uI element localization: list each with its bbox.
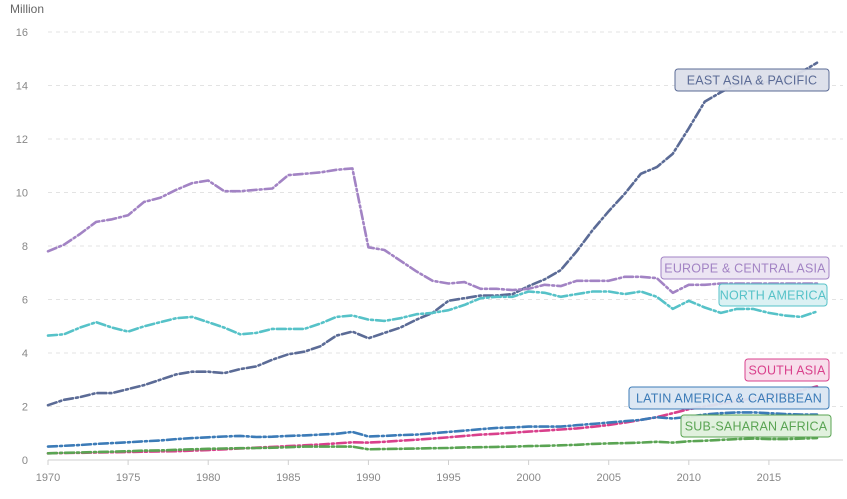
- series-label-text: NORTH AMERICA: [720, 289, 827, 303]
- y-tick-label: 6: [22, 295, 28, 307]
- y-axis-unit-label: Million: [10, 2, 44, 16]
- x-tick-label: 1975: [116, 472, 140, 484]
- series-label-box: [628, 386, 830, 410]
- x-tick-label: 1970: [36, 472, 60, 484]
- x-tick-label: 1990: [356, 472, 380, 484]
- series-line-north-america: [46, 290, 819, 337]
- series-line-sub-saharan-africa: [46, 436, 819, 455]
- y-tick-label: 4: [22, 348, 28, 360]
- series-line-europe-central-asia: [46, 167, 819, 295]
- x-tick-label: 1980: [196, 472, 220, 484]
- series-label-east-asia-pacific[interactable]: EAST ASIA & PACIFIC: [674, 68, 830, 92]
- x-tick-label: 2010: [677, 472, 701, 484]
- y-tick-label: 0: [22, 455, 28, 467]
- series-line-east-asia-pacific: [46, 61, 819, 407]
- series-label-latin-america-caribbean[interactable]: LATIN AMERICA & CARIBBEAN: [628, 386, 830, 410]
- series-lines: [46, 61, 819, 455]
- series-label-text: LATIN AMERICA & CARIBBEAN: [636, 392, 822, 406]
- x-tick-label: 2015: [757, 472, 781, 484]
- x-tick-label: 1985: [276, 472, 300, 484]
- series-label-south-asia[interactable]: SOUTH ASIA: [744, 358, 830, 382]
- y-tick-label: 16: [16, 27, 28, 39]
- y-tick-label: 8: [22, 241, 28, 253]
- series-label-text: SOUTH ASIA: [748, 364, 825, 378]
- x-tick-label: 2005: [596, 472, 620, 484]
- y-tick-label: 12: [16, 134, 28, 146]
- y-tick-label: 2: [22, 402, 28, 414]
- series-label-text: EAST ASIA & PACIFIC: [687, 74, 817, 88]
- series-label-box: [718, 283, 828, 307]
- series-label-box: [744, 358, 830, 382]
- y-tick-label: 10: [16, 188, 28, 200]
- series-label-box: [674, 68, 830, 92]
- x-tick-label: 1995: [436, 472, 460, 484]
- series-label-text: EUROPE & CENTRAL ASIA: [664, 262, 826, 276]
- axes: Million 0 2 4 6 8 10 12 14 16 1970 1975 1980 1985 199…: [10, 2, 843, 484]
- series-label-text: SUB-SAHARAN AFRICA: [685, 420, 828, 434]
- y-tick-label: 14: [16, 81, 28, 93]
- series-label-box: [680, 414, 832, 438]
- series-label-box: [660, 256, 830, 280]
- series-label-sub-saharan-africa[interactable]: SUB-SAHARAN AFRICA: [680, 414, 832, 438]
- series-label-europe-central-asia[interactable]: EUROPE & CENTRAL ASIA: [660, 256, 830, 280]
- series-label-north-america[interactable]: NORTH AMERICA: [718, 283, 828, 307]
- x-tick-label: 2000: [516, 472, 540, 484]
- series-labels[interactable]: EAST ASIA & PACIFIC EUROPE & CENTRAL ASIA…: [628, 68, 832, 438]
